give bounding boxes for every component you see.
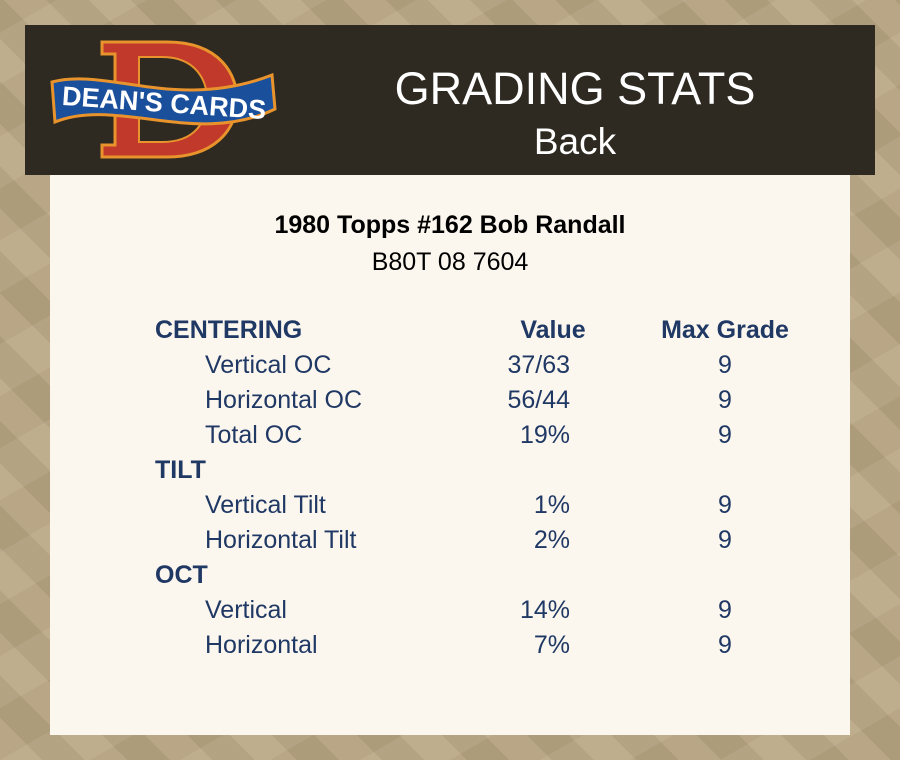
row-label: Total OC [205,421,303,449]
row-label: Vertical OC [205,351,332,379]
row-label: Horizontal Tilt [205,526,357,554]
page-title: GRADING STATS [394,63,756,114]
table-row: Vertical 14% 9 [50,596,850,631]
stats-panel: 1980 Topps #162 Bob Randall B80T 08 7604… [50,175,850,735]
table-row: Horizontal OC 56/44 9 [50,386,850,421]
card-name: 1980 Topps #162 Bob Randall [274,211,626,239]
row-max-grade: 9 [718,526,732,554]
row-max-grade: 9 [718,421,732,449]
row-value: 2% [533,526,570,554]
row-max-grade: 9 [718,351,732,379]
row-value: 7% [533,631,570,659]
table-row: Horizontal 7% 9 [50,631,850,666]
table-row: Horizontal Tilt 2% 9 [50,526,850,561]
row-label: Vertical [205,596,287,624]
row-label: Vertical Tilt [205,491,326,519]
deans-cards-logo: DEAN'S CARDS [50,40,277,159]
row-max-grade: 9 [718,386,732,414]
section-header-tilt: TILT [50,456,850,491]
table-row: Vertical Tilt 1% 9 [50,491,850,526]
section-header-centering: CENTERING Value Max Grade [50,316,850,351]
column-header-value: Value [520,316,586,344]
row-max-grade: 9 [718,631,732,659]
column-header-max-grade: Max Grade [661,316,789,344]
row-label: Horizontal [205,631,318,659]
row-label: Horizontal OC [205,386,362,414]
section-label: TILT [155,456,206,484]
row-value: 56/44 [507,386,570,414]
row-value: 19% [519,421,570,449]
row-value: 1% [533,491,570,519]
page-subtitle: Back [533,121,617,162]
section-label: CENTERING [155,316,303,344]
card-code: B80T 08 7604 [371,248,529,276]
section-label: OCT [155,561,208,589]
table-row: Total OC 19% 9 [50,421,850,456]
row-max-grade: 9 [718,491,732,519]
row-value: 14% [519,596,570,624]
header: DEAN'S CARDS GRADING STATS Back [25,25,875,175]
row-value: 37/63 [507,351,570,379]
section-header-oct: OCT [50,561,850,596]
table-row: Vertical OC 37/63 9 [50,351,850,386]
row-max-grade: 9 [718,596,732,624]
